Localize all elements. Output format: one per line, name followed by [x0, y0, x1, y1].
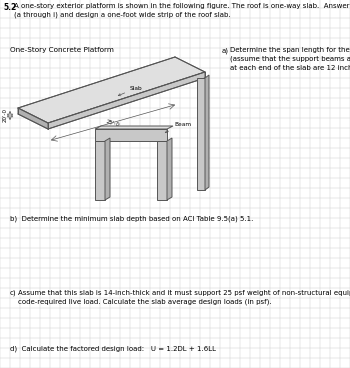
Polygon shape	[95, 141, 105, 200]
Text: Determine the span length for the slab
(assume that the support beams and column: Determine the span length for the slab (…	[230, 47, 350, 71]
Text: 25ʹ-0: 25ʹ-0	[106, 118, 120, 127]
Polygon shape	[18, 108, 48, 129]
Text: 5.2: 5.2	[3, 3, 16, 12]
Text: d)  Calculate the factored design load:   U = 1.2DL + 1.6LL: d) Calculate the factored design load: U…	[10, 345, 216, 351]
Polygon shape	[48, 72, 205, 129]
Text: c): c)	[10, 290, 17, 297]
Polygon shape	[105, 138, 110, 200]
Polygon shape	[167, 138, 172, 200]
Text: A one-story exterior platform is shown in the following figure. The roof is one-: A one-story exterior platform is shown i…	[14, 3, 350, 18]
Text: Slab: Slab	[118, 85, 143, 96]
Text: One-Story Concrete Platform: One-Story Concrete Platform	[10, 47, 114, 53]
Polygon shape	[95, 126, 173, 129]
Polygon shape	[18, 57, 205, 123]
Text: 20ʹ-0: 20ʹ-0	[3, 108, 8, 122]
Polygon shape	[205, 75, 209, 190]
Text: Beam: Beam	[165, 123, 191, 133]
Text: b)  Determine the minimum slab depth based on ACI Table 9.5(a) 5.1.: b) Determine the minimum slab depth base…	[10, 215, 253, 222]
Polygon shape	[95, 129, 167, 141]
Polygon shape	[157, 141, 167, 200]
Text: a): a)	[222, 47, 229, 53]
Text: Assume that this slab is 14-inch-thick and it must support 25 psf weight of non-: Assume that this slab is 14-inch-thick a…	[18, 290, 350, 305]
Polygon shape	[197, 78, 205, 190]
